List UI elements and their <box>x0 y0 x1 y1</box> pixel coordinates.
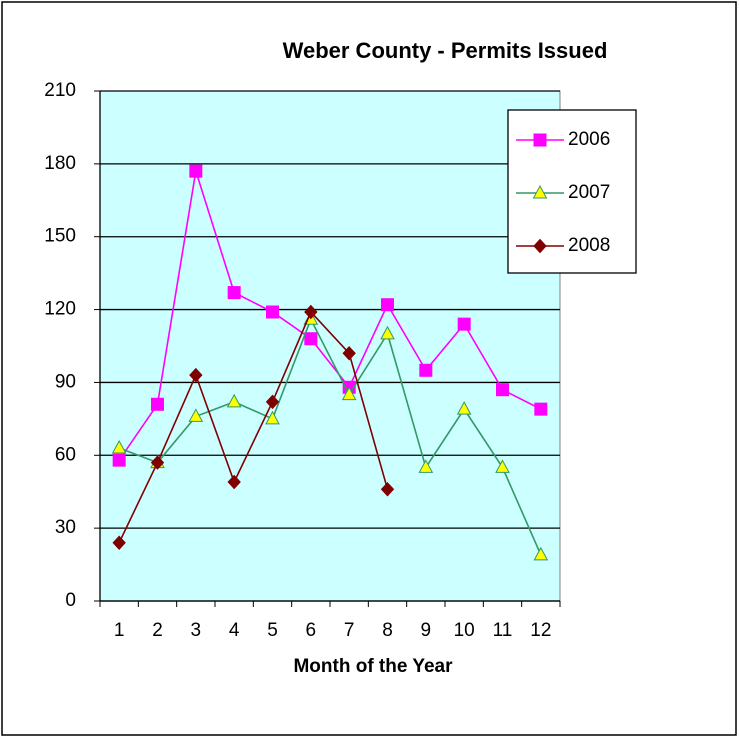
legend-marker <box>533 133 547 147</box>
data-point <box>496 383 509 397</box>
legend-label: 2007 <box>568 182 610 203</box>
data-point <box>533 546 549 561</box>
series-line <box>118 170 542 461</box>
data-point <box>112 535 126 550</box>
data-point <box>266 305 279 319</box>
x-tick-label: 10 <box>454 620 475 641</box>
legend-label: 2006 <box>568 129 610 150</box>
data-point <box>188 408 204 422</box>
data-point <box>226 393 242 408</box>
y-tick-label: 30 <box>55 517 76 538</box>
data-point <box>534 402 548 416</box>
data-point <box>151 397 164 411</box>
chart-title: Weber County - Permits Issued <box>283 38 608 63</box>
x-tick-label: 12 <box>530 620 551 641</box>
series-line <box>118 317 542 556</box>
x-tick-label: 1 <box>114 620 125 641</box>
y-tick-label: 210 <box>44 80 76 101</box>
data-point <box>418 459 434 473</box>
series-line <box>118 310 389 544</box>
data-point <box>265 394 280 410</box>
data-point <box>112 453 126 467</box>
data-point <box>457 317 471 331</box>
x-tick-label: 6 <box>306 620 317 641</box>
data-point <box>304 332 318 346</box>
x-tick-label: 11 <box>493 620 513 641</box>
y-tick-label: 90 <box>55 371 76 392</box>
data-point <box>227 474 241 490</box>
data-point <box>380 482 395 497</box>
y-tick-label: 180 <box>44 153 76 174</box>
x-tick-label: 4 <box>229 620 240 641</box>
data-point <box>189 367 203 383</box>
x-axis-title: Month of the Year <box>293 656 453 677</box>
x-tick-label: 3 <box>191 620 202 641</box>
data-point <box>150 455 165 470</box>
data-point <box>381 298 394 312</box>
legend-marker <box>533 238 547 254</box>
data-point <box>189 164 203 178</box>
y-tick-label: 60 <box>55 444 76 465</box>
data-point <box>341 386 357 401</box>
data-point <box>380 325 395 340</box>
x-tick-label: 7 <box>344 620 355 641</box>
data-point <box>495 459 510 473</box>
y-tick-label: 120 <box>44 299 76 320</box>
x-tick-label: 8 <box>382 620 393 641</box>
legend-label: 2008 <box>568 235 610 256</box>
y-tick-label: 0 <box>65 590 76 611</box>
x-tick-label: 9 <box>421 620 432 641</box>
data-point <box>111 439 127 454</box>
data-point <box>456 401 472 415</box>
plot-background <box>99 90 561 602</box>
data-point <box>265 410 280 425</box>
legend-marker <box>532 184 548 199</box>
x-tick-label: 5 <box>267 620 278 641</box>
data-point <box>342 346 356 361</box>
data-point <box>304 304 318 320</box>
x-tick-label: 2 <box>152 620 163 641</box>
data-point <box>419 363 433 377</box>
y-tick-label: 150 <box>44 226 76 247</box>
data-point <box>227 286 241 300</box>
